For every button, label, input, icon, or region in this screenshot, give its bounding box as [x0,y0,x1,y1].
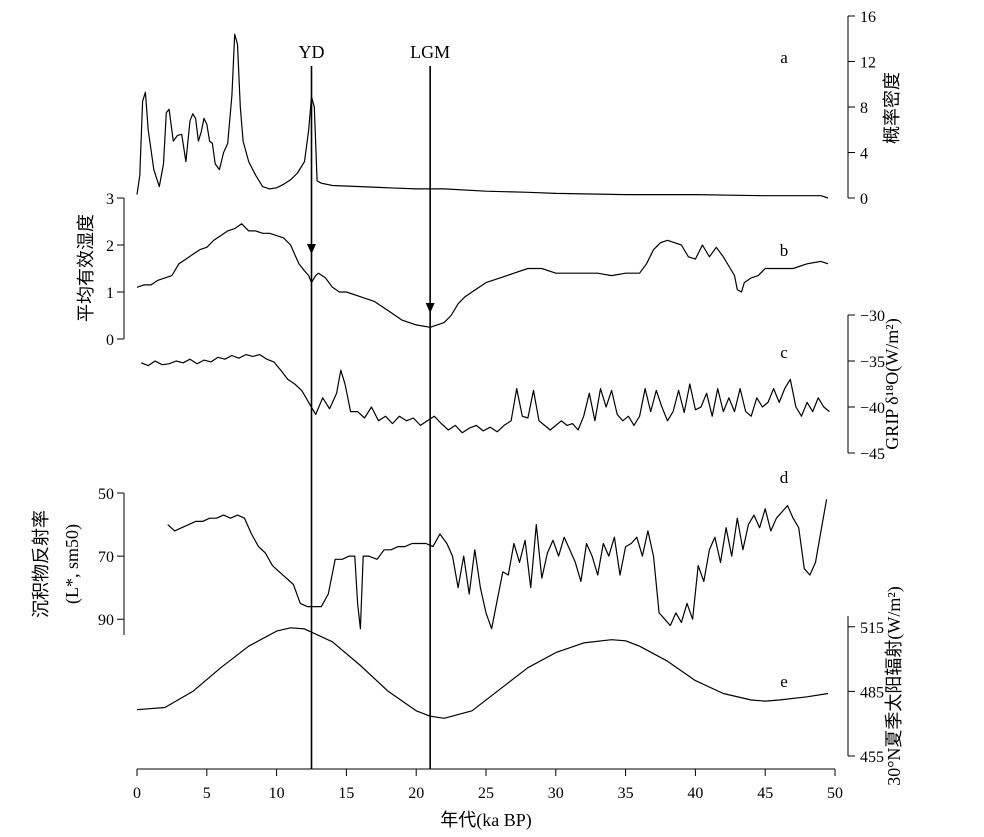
panel-c-axis-label: GRIP δ¹⁸O(W/m²) [882,318,903,449]
panel-b-tick-label: 1 [106,285,114,302]
x-tick-label: 5 [203,785,211,802]
panel-letter-b: b [780,241,789,260]
panel-b-tick-label: 2 [106,238,114,255]
panel-e-axis-label: 30°N夏季太阳辐射(W/m²) [884,586,905,786]
series-line-d [167,499,828,630]
x-axis: 0 5 10 15 20 25 30 35 40 45 50 [133,768,843,802]
panel-b-axis-label: 平均有效湿度 [76,214,96,322]
panel-c-tick-label: −45 [860,446,885,463]
panel-a-tick-label: 4 [860,146,868,163]
panel-d-axis-label-2: (L*, sm50) [62,524,83,604]
panel-letter-e: e [780,672,788,691]
panel-a-axis-label: 概率密度 [882,72,902,144]
panel-c: −45 −40 −35 −30 c GRIP δ¹⁸O(W/m²) [140,308,903,463]
panel-e: 455 485 515 e 30°N夏季太阳辐射(W/m²) [136,586,905,786]
panel-e-tick-label: 515 [860,620,884,637]
x-tick-label: 10 [269,785,285,802]
marker-arrowhead [425,303,435,313]
x-tick-label: 30 [548,785,564,802]
panel-a: 0 4 8 12 16 a 概率密度 [136,9,902,208]
x-tick-label: 0 [133,785,141,802]
panel-letter-c: c [780,343,788,362]
panel-d-axis-label: 沉积物反射率 [31,510,51,618]
series-line-e [136,627,829,719]
marker-lgm: LGM [410,42,450,769]
panel-c-tick-label: −40 [860,400,885,417]
marker-label: YD [299,42,325,62]
x-tick-label: 25 [478,785,494,802]
x-tick-label: 20 [408,785,424,802]
panel-b-tick-label: 0 [106,332,114,349]
panel-c-tick-label: −35 [860,354,885,371]
x-tick-label: 50 [827,785,843,802]
panel-d-tick-label: 50 [98,486,114,503]
panel-e-tick-label: 485 [860,684,884,701]
marker-label: LGM [410,42,450,62]
panel-d: 50 70 90 d 沉积物反射率 (L*, sm50) [31,468,828,635]
x-tick-label: 45 [757,785,773,802]
marker-yd: YD [299,42,325,769]
marker-arrowhead [307,244,316,254]
x-tick-label: 15 [338,785,354,802]
panel-a-tick-label: 12 [860,55,876,72]
panel-a-tick-label: 8 [860,100,868,117]
x-axis-label: 年代(ka BP) [440,810,532,831]
x-tick-label: 40 [687,785,703,802]
panel-c-tick-label: −30 [860,308,885,325]
x-tick-label: 35 [618,785,634,802]
panel-b-tick-label: 3 [106,191,114,208]
panel-b: 0 1 2 3 b 平均有效湿度 [76,191,829,349]
panel-letter-d: d [780,468,789,487]
series-line-c [140,354,830,434]
panel-a-tick-label: 16 [860,9,876,26]
panel-letter-a: a [780,48,788,67]
series-line-a [136,33,829,199]
event-markers: YD LGM [299,42,450,769]
panel-e-tick-label: 455 [860,749,884,766]
series-line-b [136,223,829,328]
panel-d-tick-label: 90 [98,612,114,629]
panel-a-tick-label: 0 [860,191,868,208]
panel-d-tick-label: 70 [98,549,114,566]
